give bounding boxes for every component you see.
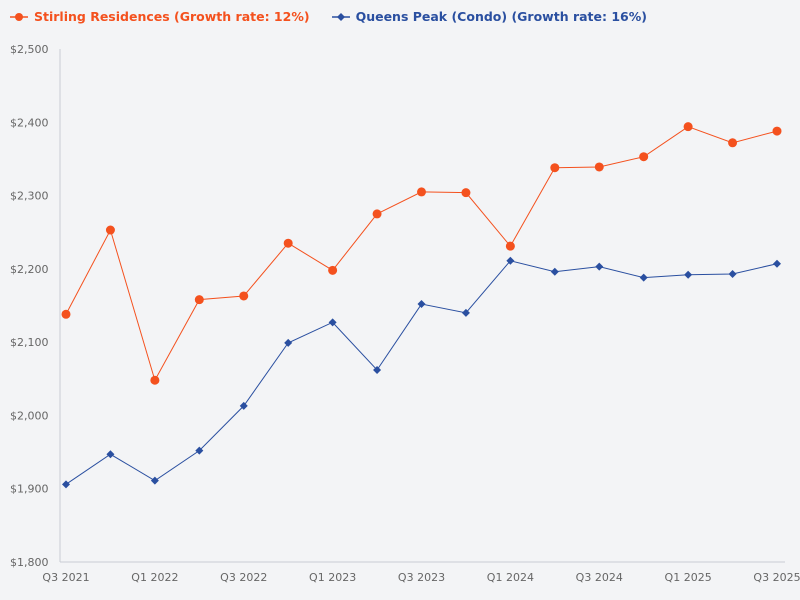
y-tick-label: $2,300 [10, 190, 49, 203]
data-point [284, 338, 293, 347]
data-point [328, 318, 337, 327]
series-line [65, 126, 778, 382]
data-point [239, 401, 248, 410]
data-point [239, 291, 249, 301]
y-tick-label: $2,500 [10, 43, 49, 56]
data-point [373, 365, 382, 374]
x-tick-label: Q1 2025 [665, 571, 712, 584]
data-point [372, 209, 382, 219]
x-tick-label: Q1 2022 [131, 571, 178, 584]
diamond-marker-icon [331, 12, 350, 21]
data-point [328, 265, 338, 275]
data-point [506, 256, 515, 265]
x-tick-label: Q3 2023 [398, 571, 445, 584]
data-point [150, 375, 160, 385]
data-point [728, 138, 738, 148]
data-point [639, 273, 648, 282]
data-point [62, 480, 70, 489]
data-point [772, 126, 782, 136]
data-point [195, 446, 204, 455]
circle-marker-icon [10, 12, 28, 21]
data-point [728, 269, 737, 278]
data-point [773, 259, 781, 268]
legend-label: Queens Peak (Condo) (Growth rate: 16%) [355, 9, 647, 24]
data-point [550, 267, 559, 276]
data-point [194, 295, 204, 305]
y-tick-label: $2,400 [10, 116, 49, 129]
data-point [417, 300, 426, 309]
data-point [106, 450, 115, 459]
legend-label: Stirling Residences (Growth rate: 12%) [34, 9, 310, 24]
data-point [683, 122, 693, 132]
series-line [65, 260, 778, 485]
y-tick-label: $2,000 [10, 409, 49, 422]
legend-item[interactable]: Queens Peak (Condo) (Growth rate: 16%) [331, 9, 647, 24]
data-point [105, 225, 115, 235]
y-tick-label: $2,100 [10, 336, 49, 349]
data-point [461, 308, 470, 317]
x-tick-label: Q1 2024 [487, 571, 534, 584]
data-point [417, 187, 426, 197]
legend-item[interactable]: Stirling Residences (Growth rate: 12%) [10, 9, 310, 24]
data-point [505, 241, 515, 251]
data-point [283, 238, 293, 248]
data-point [461, 188, 471, 198]
x-tick-label: Q1 2023 [309, 571, 356, 584]
x-tick-label: Q3 2025 [753, 571, 800, 584]
y-tick-label: $1,800 [10, 556, 49, 569]
y-tick-label: $2,200 [10, 263, 49, 276]
x-tick-label: Q3 2021 [42, 571, 89, 584]
data-point [61, 309, 71, 319]
data-point [550, 163, 560, 173]
x-tick-label: Q3 2022 [220, 571, 267, 584]
data-point [150, 476, 159, 485]
legend: Stirling Residences (Growth rate: 12%) Qu… [10, 9, 647, 24]
data-point [594, 162, 604, 172]
y-tick-label: $1,900 [10, 483, 49, 496]
data-point [639, 152, 649, 162]
data-point [595, 262, 604, 271]
x-tick-label: Q3 2024 [576, 571, 623, 584]
data-point [684, 270, 693, 279]
